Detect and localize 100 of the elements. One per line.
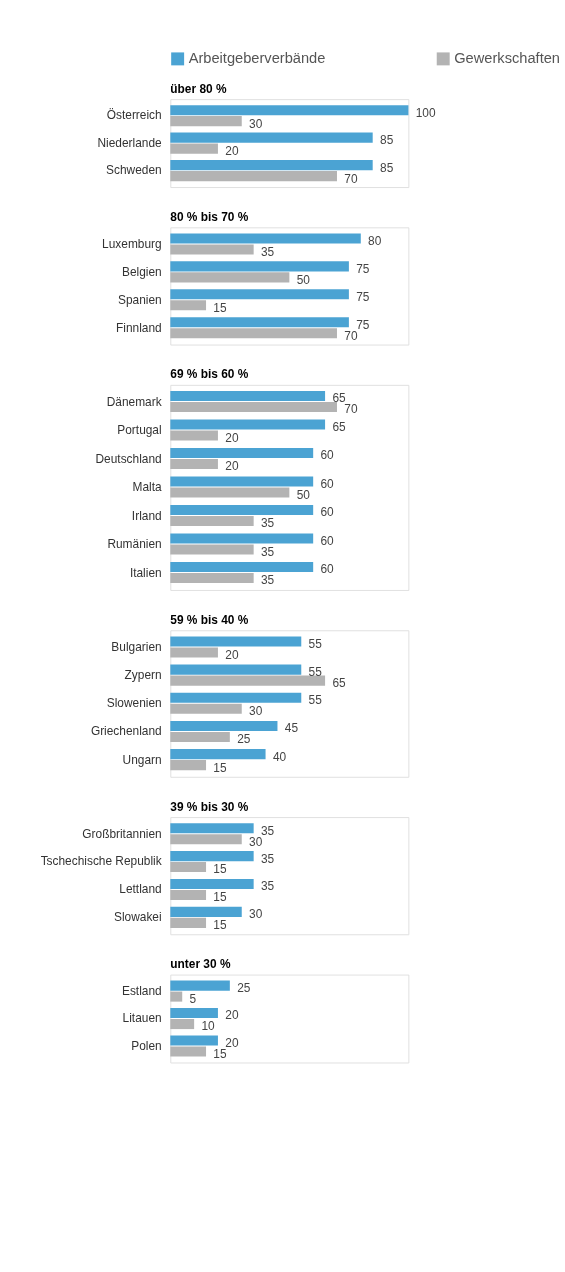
bar <box>170 991 183 1002</box>
data-label: 85 <box>380 160 394 175</box>
bar <box>170 636 302 647</box>
data-label: 55 <box>308 693 323 708</box>
data-label: 15 <box>213 760 227 775</box>
bar <box>170 647 218 658</box>
bar <box>170 233 361 244</box>
bar <box>170 675 326 686</box>
data-label: 85 <box>380 133 394 148</box>
y-tick-label: Malta <box>132 480 163 495</box>
y-tick-label: Großbritannien <box>82 826 162 841</box>
y-tick-label: Estland <box>121 983 162 998</box>
bar <box>170 505 314 516</box>
data-label: 25 <box>237 981 251 996</box>
bar <box>170 328 337 339</box>
data-label: 50 <box>296 272 311 287</box>
bar <box>170 515 254 527</box>
y-tick-label: Deutschland <box>95 451 162 466</box>
bar <box>170 980 230 991</box>
bar <box>170 391 326 402</box>
data-label: 15 <box>213 300 227 315</box>
chart-title: unter 30 % <box>170 957 231 972</box>
y-tick-label: Spanien <box>117 292 162 307</box>
legend-label: Gewerkschaften <box>454 50 560 67</box>
y-tick-label: Niederlande <box>97 135 163 150</box>
data-label: 20 <box>225 1008 239 1023</box>
bar <box>170 664 302 675</box>
data-label: 30 <box>249 116 263 131</box>
y-tick-label: Österreich <box>106 108 162 123</box>
bar <box>170 561 314 573</box>
bar <box>170 317 349 328</box>
bar <box>170 430 218 441</box>
data-label: 40 <box>272 749 287 764</box>
y-tick-label: Polen <box>131 1038 162 1053</box>
bar <box>170 533 314 544</box>
bar <box>170 1035 218 1046</box>
data-label: 50 <box>296 487 311 502</box>
data-label: 20 <box>225 144 239 159</box>
data-label: 30 <box>249 834 263 849</box>
data-label: 70 <box>344 171 358 186</box>
bar <box>170 572 254 584</box>
data-label: 65 <box>332 391 347 406</box>
data-label: 35 <box>260 573 275 588</box>
data-label: 70 <box>344 402 358 417</box>
data-label: 60 <box>320 448 335 463</box>
bar <box>170 459 218 470</box>
chart-title: 39 % bis 30 % <box>170 799 249 814</box>
y-tick-label: Griechenland <box>90 724 162 739</box>
data-label: 65 <box>332 419 347 434</box>
data-label: 75 <box>356 261 370 276</box>
data-label: 20 <box>225 647 239 662</box>
data-label: 35 <box>260 879 275 894</box>
y-tick-label: Zypern <box>124 668 162 683</box>
data-label: 25 <box>237 732 251 747</box>
bar <box>170 1008 218 1019</box>
data-label: 55 <box>308 665 323 680</box>
data-label: 20 <box>225 459 239 474</box>
y-tick-label: Belgien <box>121 264 162 279</box>
data-label: 15 <box>213 918 227 933</box>
data-label: 65 <box>332 676 347 690</box>
bar <box>170 105 409 116</box>
chart-title: über 80 % <box>170 81 227 96</box>
y-tick-label: Litauen <box>122 1011 162 1026</box>
data-label: 15 <box>213 862 227 877</box>
bar <box>170 244 254 255</box>
data-label: 35 <box>260 516 275 531</box>
bar <box>170 749 266 760</box>
bar <box>170 720 278 731</box>
y-tick-label: Slowakei <box>114 910 162 925</box>
bar <box>170 476 314 487</box>
bar <box>170 300 207 311</box>
y-tick-label: Lettland <box>119 882 162 897</box>
data-label: 35 <box>260 244 275 259</box>
bar <box>170 760 207 771</box>
bar <box>170 419 326 430</box>
bar <box>170 132 373 143</box>
y-tick-label: Luxemburg <box>102 236 162 251</box>
chart-title: 59 % bis 40 % <box>170 612 249 627</box>
data-label: 60 <box>320 533 335 548</box>
bar <box>170 487 290 498</box>
data-label: 60 <box>320 505 335 520</box>
chart-title: 80 % bis 70 % <box>170 209 249 224</box>
bar <box>170 143 218 154</box>
bar <box>170 160 373 171</box>
data-label: 15 <box>213 890 227 905</box>
bar <box>170 116 242 127</box>
data-label: 100 <box>415 105 436 120</box>
chart-title: 69 % bis 60 % <box>170 367 249 382</box>
data-label: 35 <box>260 544 275 559</box>
data-label: 35 <box>260 851 275 866</box>
bar <box>170 544 254 555</box>
data-label: 45 <box>284 721 299 736</box>
data-label: 70 <box>344 328 358 343</box>
data-label: 10 <box>201 1019 216 1034</box>
bar <box>170 1019 195 1030</box>
data-label: 30 <box>249 907 263 922</box>
y-tick-label: Irland <box>131 508 162 523</box>
bar <box>170 703 242 714</box>
y-tick-label: Tschechische Republik <box>40 854 162 869</box>
data-label: 80 <box>368 233 382 248</box>
